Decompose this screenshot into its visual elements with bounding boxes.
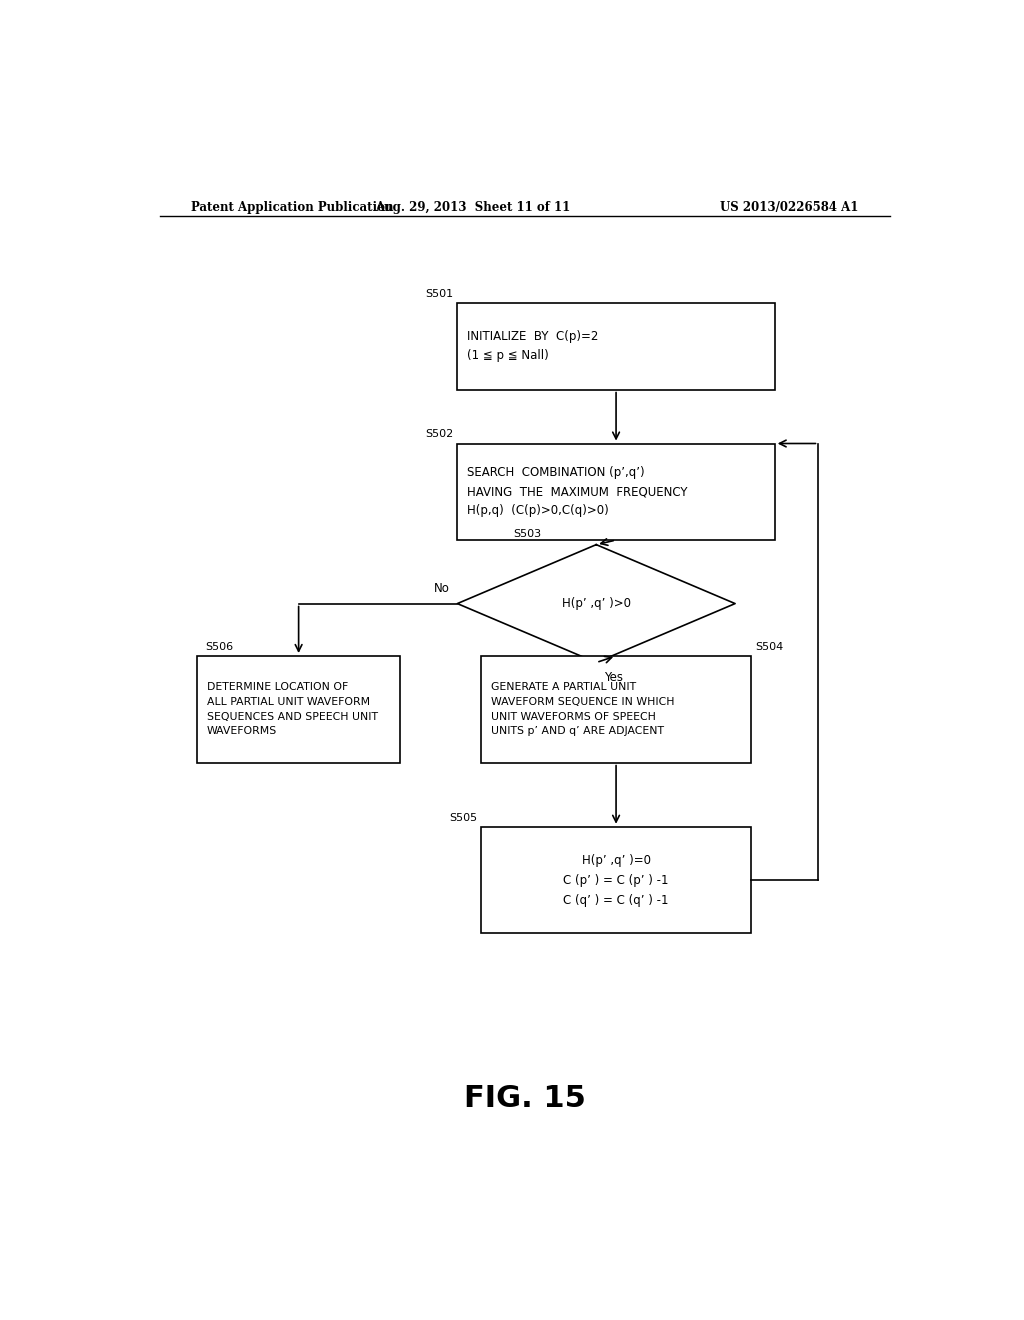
Text: DETERMINE LOCATION OF
ALL PARTIAL UNIT WAVEFORM
SEQUENCES AND SPEECH UNIT
WAVEFO: DETERMINE LOCATION OF ALL PARTIAL UNIT W…: [207, 682, 378, 737]
Text: GENERATE A PARTIAL UNIT
WAVEFORM SEQUENCE IN WHICH
UNIT WAVEFORMS OF SPEECH
UNIT: GENERATE A PARTIAL UNIT WAVEFORM SEQUENC…: [490, 682, 674, 737]
FancyBboxPatch shape: [481, 826, 751, 933]
Text: S505: S505: [450, 813, 477, 822]
Text: Yes: Yes: [604, 671, 624, 684]
FancyBboxPatch shape: [198, 656, 399, 763]
Text: FIG. 15: FIG. 15: [464, 1084, 586, 1113]
Text: S501: S501: [425, 289, 454, 300]
Text: SEARCH  COMBINATION (p’,q’)
HAVING  THE  MAXIMUM  FREQUENCY
H(p,q)  (C(p)>0,C(q): SEARCH COMBINATION (p’,q’) HAVING THE MA…: [467, 466, 687, 517]
FancyBboxPatch shape: [458, 444, 775, 540]
Text: US 2013/0226584 A1: US 2013/0226584 A1: [720, 201, 858, 214]
Polygon shape: [458, 545, 735, 663]
FancyBboxPatch shape: [481, 656, 751, 763]
Text: Patent Application Publication: Patent Application Publication: [191, 201, 394, 214]
Text: Aug. 29, 2013  Sheet 11 of 11: Aug. 29, 2013 Sheet 11 of 11: [376, 201, 570, 214]
Text: INITIALIZE  BY  C(p)=2
(1 ≦ p ≦ Nall): INITIALIZE BY C(p)=2 (1 ≦ p ≦ Nall): [467, 330, 598, 363]
FancyBboxPatch shape: [458, 304, 775, 389]
Text: H(p’ ,q’ )>0: H(p’ ,q’ )>0: [562, 597, 631, 610]
Text: H(p’ ,q’ )=0
C (p’ ) = C (p’ ) -1
C (q’ ) = C (q’ ) -1: H(p’ ,q’ )=0 C (p’ ) = C (p’ ) -1 C (q’ …: [563, 854, 669, 907]
Text: S502: S502: [425, 429, 454, 440]
Text: S503: S503: [513, 528, 541, 539]
Text: S504: S504: [755, 642, 783, 652]
Text: S506: S506: [206, 642, 233, 652]
Text: No: No: [433, 582, 450, 595]
